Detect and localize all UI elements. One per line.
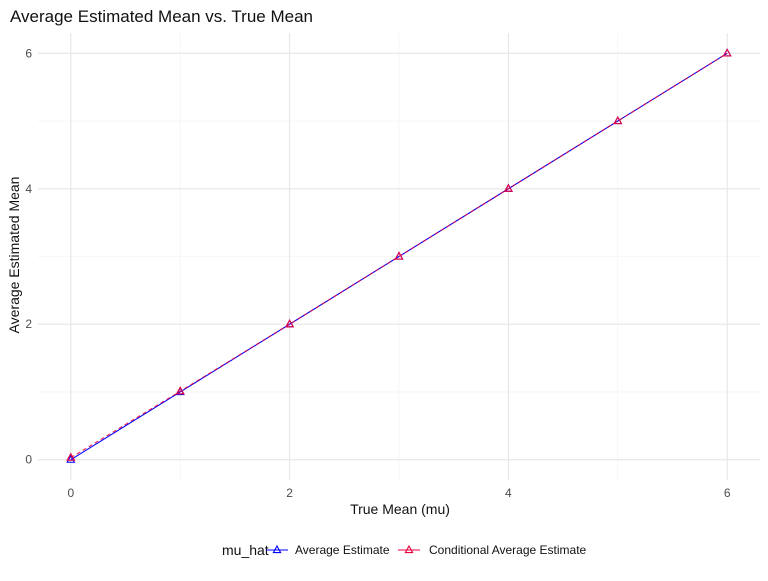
y-tick-label: 4 [25,182,32,196]
legend-key-marker [404,544,414,554]
series-2-point [66,452,76,461]
legend-items: Average Estimate Conditional Average Esti… [266,543,587,557]
series-2-point [394,251,404,260]
legend-key-marker [272,544,282,554]
x-tick-label: 0 [67,486,74,500]
x-axis-label: True Mean (mu) [350,501,450,517]
y-tick-label: 6 [25,46,32,60]
series-2-point [613,115,623,125]
y-tick-label: 0 [25,453,32,467]
series-2-point [285,319,295,328]
series-1-point [66,454,76,463]
legend-label: Conditional Average Estimate [429,543,587,557]
x-tick-label: 2 [286,486,293,500]
series-2-point [175,386,185,395]
legend: mu_hat Average Estimate Conditional Avera… [222,542,587,558]
y-axis-label: Average Estimated Mean [6,177,22,334]
legend-title: mu_hat [222,542,269,558]
series-line-1 [70,52,728,461]
series [66,48,732,463]
x-tick-label: 4 [505,486,512,500]
tick-labels: 0 2 4 6 0 2 4 6 [25,46,731,500]
series-line-2 [70,52,728,459]
series-2-point [722,48,732,57]
x-tick-label: 6 [724,486,731,500]
series-2-point [503,183,513,192]
legend-label: Average Estimate [295,543,390,557]
chart-title: Average Estimated Mean vs. True Mean [10,7,313,26]
y-tick-label: 2 [25,317,32,331]
